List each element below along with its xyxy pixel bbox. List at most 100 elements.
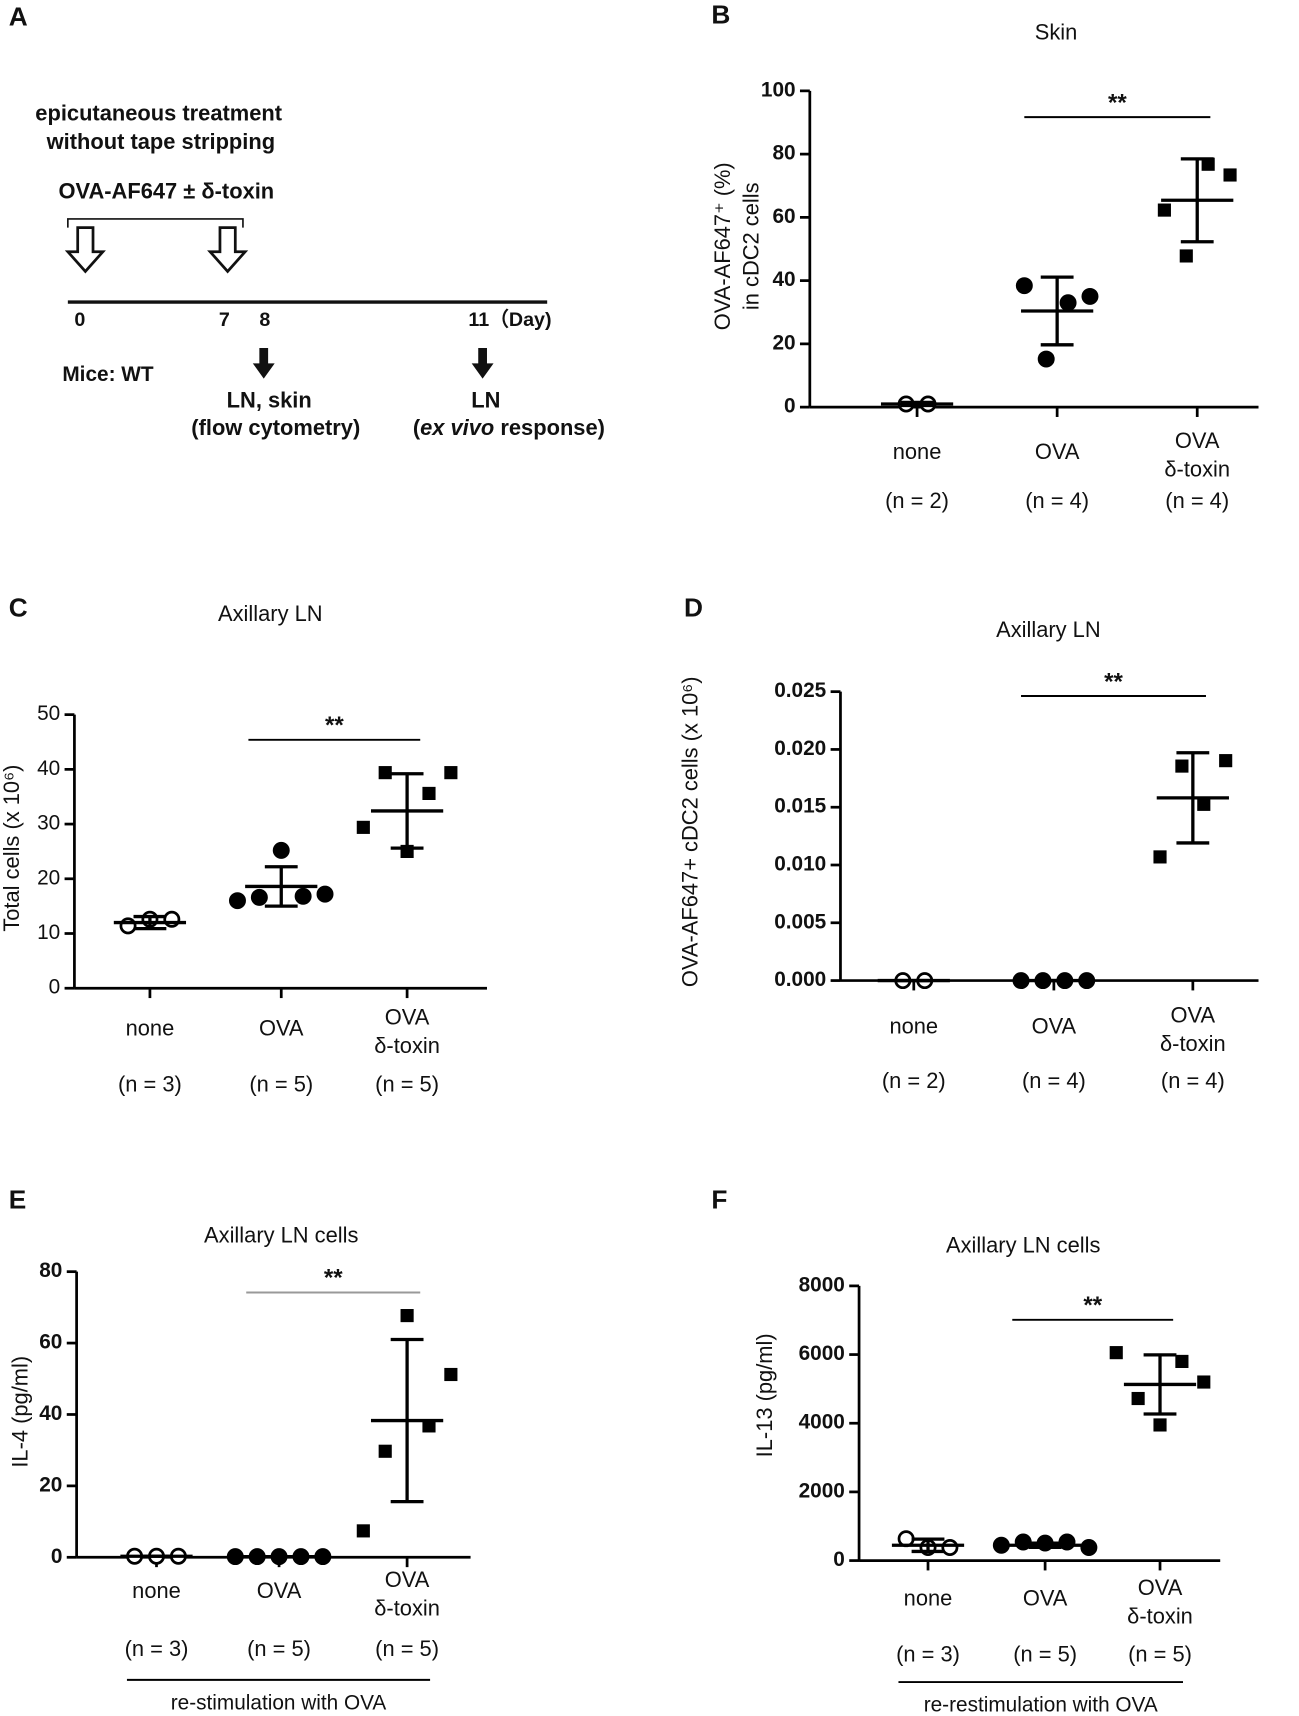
y-tick-label: 0.010: [774, 852, 826, 875]
panel-letter: A: [9, 2, 28, 32]
x-tick-label: OVA: [259, 1016, 304, 1041]
y-tick-label: 20: [772, 331, 795, 354]
n-label: (n = 5): [375, 1636, 439, 1661]
x-tick-label: OVA: [1032, 1013, 1077, 1038]
point: [1197, 1375, 1211, 1389]
y-tick-label: 2000: [799, 1479, 845, 1502]
point: [1223, 168, 1237, 182]
n-label: (n = 5): [1128, 1642, 1192, 1667]
point: [294, 887, 312, 905]
solid-arrow: [252, 348, 275, 379]
point: [163, 910, 181, 928]
error-caps: [133, 914, 167, 931]
x-tick-label: OVA: [257, 1578, 302, 1603]
panel-e: E Axillary LN cells IL-4 (pg/ml) 0 20 40 60 80 n…: [8, 1185, 471, 1714]
mice: Mice: WT: [62, 363, 154, 386]
error-caps: [390, 1337, 424, 1504]
y-tick-label: 20: [39, 1473, 62, 1496]
y-tick-label: 80: [772, 142, 795, 165]
chart-title: Axillary LN: [996, 617, 1101, 642]
chart-title: Axillary LN: [218, 601, 323, 626]
open-arrow: [207, 226, 249, 274]
point: [250, 888, 268, 906]
point: [1175, 1354, 1189, 1368]
n-label: (n = 2): [885, 488, 949, 513]
point: [1197, 797, 1211, 811]
y-tick-label: 0: [833, 1548, 845, 1571]
x-tick-label: OVA: [1035, 439, 1080, 464]
y-tick-label: 40: [39, 1402, 62, 1425]
point: [119, 917, 137, 935]
x-tick-label: δ-toxin: [1164, 456, 1230, 481]
timeline-label: 8: [259, 309, 270, 331]
y-axis-label: IL-4 (pg/ml): [8, 1356, 33, 1468]
y-tick-label: 40: [37, 757, 60, 780]
point: [378, 1444, 392, 1458]
point: [444, 766, 458, 780]
panel-d: D Axillary LN OVA-AF647+ cDC2 cells (x 10⁶…: [677, 593, 1259, 1093]
significance-label: **: [1108, 89, 1127, 116]
y-tick-label: 20: [37, 866, 60, 889]
point: [226, 1548, 244, 1566]
point: [378, 766, 392, 780]
error-caps: [911, 1537, 945, 1554]
panel-letter: C: [9, 593, 28, 623]
panel-f: F Axillary LN cells IL-13 (pg/ml) 0 2000 4000…: [711, 1185, 1221, 1716]
x-tick-label: δ-toxin: [1160, 1031, 1226, 1056]
y-tick-label: 0.015: [774, 795, 826, 818]
y-axis-label: IL-13 (pg/ml): [752, 1333, 777, 1457]
analysis-label: LN: [471, 387, 500, 412]
n-label: (n = 5): [375, 1071, 439, 1096]
n-label: (n = 3): [118, 1071, 182, 1096]
significance-label: **: [325, 712, 344, 739]
y-tick-label: 10: [37, 921, 60, 944]
bracket: [67, 218, 244, 228]
italic-term: ex vivo: [420, 415, 494, 440]
y-tick-label: 0: [49, 976, 61, 999]
y-tick-label: 0.005: [774, 910, 826, 933]
x-tick-label: OVA: [385, 1005, 430, 1030]
point: [941, 1538, 959, 1556]
paren: (: [413, 415, 421, 440]
x-tick-label: none: [893, 439, 942, 464]
reagent: OVA-AF647 ± δ-toxin: [58, 178, 274, 203]
footer-label: re-stimulation with OVA: [171, 1691, 387, 1714]
panel-letter: F: [711, 1185, 727, 1215]
paren: response): [494, 415, 605, 440]
y-axis-label: OVA-AF647+ cDC2 cells (x 10⁶): [677, 676, 702, 987]
point: [444, 1367, 458, 1382]
treatment-line: epicutaneous treatment: [35, 101, 282, 126]
point: [1037, 350, 1055, 368]
point: [1219, 754, 1233, 768]
point: [400, 1309, 414, 1323]
y-tick-label: 0.000: [774, 968, 826, 991]
open-arrow: [64, 226, 106, 274]
y-tick-label: 40: [772, 268, 795, 291]
error-caps: [264, 865, 298, 908]
timeline-label: 0: [74, 309, 85, 331]
point: [1131, 1391, 1145, 1406]
error-caps: [1028, 1541, 1062, 1549]
y-tick-label: 80: [39, 1259, 62, 1282]
n-label: (n = 5): [1013, 1642, 1077, 1667]
treatment-line: without tape stripping: [46, 129, 275, 154]
y-tick-label: 60: [39, 1331, 62, 1354]
point: [356, 1524, 370, 1538]
significance-label: **: [1083, 1292, 1102, 1319]
x-tick-label: OVA: [385, 1567, 430, 1592]
y-tick-label: 0: [51, 1545, 63, 1568]
significance-label: **: [324, 1265, 343, 1292]
y-tick-label: 6000: [799, 1342, 845, 1365]
n-label: (n = 4): [1025, 488, 1089, 513]
panel-letter: D: [684, 593, 703, 623]
point: [422, 786, 436, 800]
x-tick-label: δ-toxin: [374, 1033, 440, 1058]
point: [316, 885, 334, 903]
point: [1175, 759, 1189, 773]
y-tick-label: 0.020: [774, 737, 826, 760]
point: [1080, 1538, 1098, 1556]
y-tick-label: 50: [37, 702, 60, 725]
panel-letter: B: [711, 0, 730, 29]
point: [1059, 294, 1077, 312]
